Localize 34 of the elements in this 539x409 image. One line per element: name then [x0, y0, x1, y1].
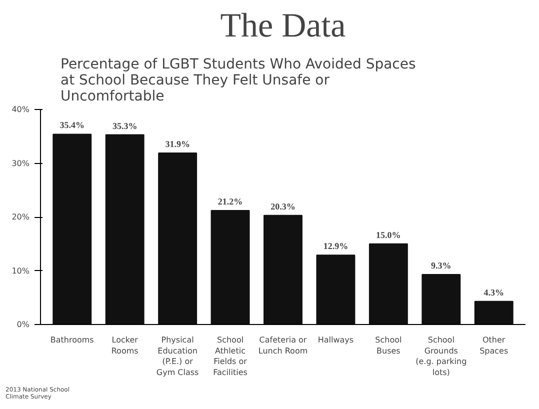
x-tick-label: Bathrooms — [50, 336, 94, 344]
y-tick-label: 40% — [12, 105, 30, 114]
bar — [264, 214, 302, 324]
x-tick-label: Physical Education (P.E.) or Gym Class — [156, 336, 199, 377]
y-tick-label: 10% — [12, 266, 30, 276]
bar — [474, 300, 514, 324]
bar — [158, 152, 198, 324]
x-tick-label: Locker Rooms — [111, 336, 139, 356]
data-label: 9.3% — [431, 260, 452, 271]
data-label: 20.3% — [270, 201, 296, 212]
data-label: 31.9% — [165, 139, 190, 150]
x-tick-label: School Athletic Fields or Facilities — [213, 336, 248, 377]
y-tick-label: 0% — [16, 320, 30, 329]
x-tick-label: School Grounds (e.g. parking lots) — [416, 336, 467, 377]
data-label: 15.0% — [376, 230, 401, 240]
bar — [422, 274, 461, 324]
chart-subtitle: Percentage of LGBT Students Who Avoided Spaces at School Because They Felt Unsafe or Uncomfortable — [60, 56, 416, 104]
bar — [316, 254, 356, 324]
data-label: 4.3% — [484, 287, 504, 298]
bar — [52, 134, 92, 324]
data-label: 35.4% — [60, 120, 85, 130]
bar — [210, 210, 250, 324]
y-tick-label: 30% — [12, 158, 30, 168]
data-label: 12.9% — [323, 241, 348, 252]
bar — [368, 243, 408, 324]
data-label: 35.3% — [112, 120, 138, 131]
data-label: 21.2% — [218, 196, 243, 207]
y-tick-label: 20% — [12, 212, 30, 222]
chart-title: The Data — [220, 8, 346, 44]
bar — [105, 134, 144, 324]
x-tick-label: Cafeteria or Lunch Room — [258, 336, 308, 356]
x-tick-label: Other Spaces — [480, 336, 508, 356]
x-tick-label: Hallways — [318, 336, 354, 344]
x-tick-label: School Buses — [375, 336, 402, 356]
